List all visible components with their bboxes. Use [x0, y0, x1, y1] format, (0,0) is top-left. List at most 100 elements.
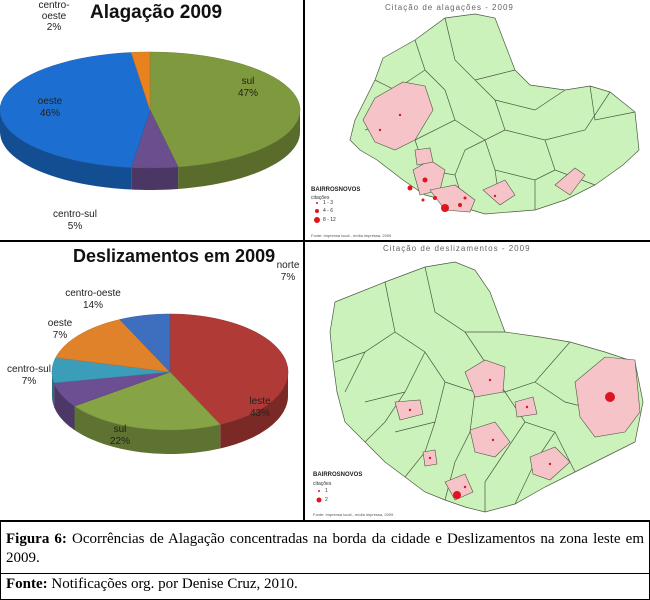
legend-symbol-medium [315, 209, 319, 213]
deslizamentos-slice-side-leste [220, 372, 288, 449]
highlight-east [482, 179, 516, 206]
marker [488, 378, 492, 382]
alagacao-slice-centro-oeste [130, 51, 151, 111]
marker [493, 194, 497, 198]
marker [491, 438, 495, 442]
label-oeste-2-name: oeste [47, 318, 73, 329]
marker [398, 113, 402, 117]
legend-item-2: 4 - 6 [323, 208, 334, 214]
label-norte-name: norte [276, 260, 300, 271]
marker [421, 198, 425, 202]
map-source-deslizamentos: Fonte: Imprensa local - mídia impressa, … [313, 512, 394, 517]
divider-caption [0, 520, 650, 522]
legend-item-1: 1 [325, 488, 328, 494]
highlight-center-south [469, 421, 511, 458]
deslizamentos-slice-side-oeste [52, 372, 55, 407]
label-sul: sul 47% [228, 76, 268, 100]
legend-title-deslizamentos: BAIRROSNOVOS [313, 472, 363, 478]
legend-symbol-small [318, 490, 320, 492]
marker [441, 204, 449, 212]
map-title-alagacoes: Citação de alagações - 2009 [385, 3, 514, 12]
highlight-south [444, 473, 474, 501]
label-oeste: oeste 46% [30, 96, 70, 120]
marker [428, 456, 432, 460]
marker [458, 203, 462, 207]
source-text: Notificações org. por Denise Cruz, 2010. [47, 576, 298, 592]
alagacao-slice-sul [149, 51, 301, 168]
marker [548, 462, 552, 466]
source-label: Fonte: [6, 576, 48, 592]
marker [525, 405, 529, 409]
label-oeste-2-value: 7% [52, 330, 68, 341]
label-centro-sul-value: 5% [67, 221, 83, 232]
legend-item-1: 1 - 3 [323, 200, 334, 206]
legend-symbols [314, 202, 320, 223]
label-sul-2-value: 22% [109, 436, 130, 447]
figure-text: Ocorrências de Alagação concentradas na … [6, 531, 644, 566]
marker [378, 128, 382, 132]
pie-panel-deslizamentos: Deslizamentos em 2009 norte 7% centro-oe… [0, 242, 303, 520]
label-sul-value: 47% [237, 88, 258, 99]
legend-symbol-large [316, 497, 322, 503]
marker [422, 177, 428, 183]
label-centro-sul-2: centro-sul 7% [0, 364, 58, 388]
label-centro-sul-2-value: 7% [21, 376, 37, 387]
deslizamentos-slice-norte [119, 313, 171, 373]
label-leste: leste 43% [240, 396, 280, 420]
marker [407, 185, 413, 191]
highlight-west [362, 81, 434, 151]
label-centro-oeste: centro-oeste 2% [24, 0, 84, 34]
marker [408, 408, 412, 412]
map-deslizamentos [316, 261, 644, 513]
label-oeste-value: 46% [39, 108, 60, 119]
label-norte-value: 7% [280, 272, 296, 283]
legend-item-3: 8 - 12 [323, 217, 336, 223]
label-centro-oeste-2: centro-oeste 14% [58, 288, 128, 312]
label-sul-name: sul [241, 76, 255, 87]
label-leste-name: leste [249, 396, 271, 407]
label-centro-sul: centro-sul 5% [40, 209, 110, 233]
alagacao-slice-centro-sul [130, 109, 179, 169]
label-oeste-2: oeste 7% [40, 318, 80, 342]
map-panel-deslizamentos: Citação de deslizamentos - 2009 [305, 242, 650, 520]
marker [463, 196, 467, 200]
label-centro-oeste-value: 2% [46, 22, 62, 33]
deslizamentos-slice-side-sul [74, 406, 221, 454]
label-centro-oeste-2-value: 14% [82, 300, 103, 311]
figure-caption: Figura 6: Ocorrências de Alagação concen… [6, 530, 644, 568]
marker [605, 392, 615, 402]
marker [463, 485, 467, 489]
pie-panel-alagacao: Alagação 2009 centro-oeste 2% oeste 46% … [0, 0, 303, 240]
map-alagacoes [314, 13, 640, 223]
legend-sub-alagacoes: citações [311, 195, 330, 201]
deslizamentos-slice-leste [169, 313, 289, 425]
map-title-deslizamentos: Citação de deslizamentos - 2009 [383, 244, 531, 253]
figure-source: Fonte: Notificações org. por Denise Cruz… [6, 576, 298, 593]
legend-item-2: 2 [325, 497, 328, 503]
legend-sub-deslizamentos: citações [313, 481, 332, 487]
alagacao-slice-side-oeste [0, 110, 132, 190]
label-sul-2: sul 22% [100, 424, 140, 448]
label-centro-oeste-2-name: centro-oeste [65, 288, 121, 299]
map-source-alagacoes: Fonte: Imprensa local - mídia impressa, … [311, 233, 392, 238]
marker [453, 491, 461, 499]
pie-chart-alagacao [0, 51, 301, 190]
legend-symbols [316, 490, 322, 503]
map-panel-alagacoes: Citação de alagações - 2009 [305, 0, 650, 240]
map-highlight-areas [362, 81, 586, 213]
deslizamentos-slice-centro-oeste [55, 319, 171, 373]
label-leste-value: 43% [249, 408, 270, 419]
divider-vertical [303, 0, 305, 520]
alagacao-slice-oeste [0, 52, 151, 168]
pie-title-deslizamentos: Deslizamentos em 2009 [73, 246, 276, 266]
alagacao-slice-side-centro-sul [131, 167, 179, 190]
label-oeste-name: oeste [37, 96, 63, 107]
label-centro-sul-name: centro-sul [53, 209, 97, 220]
map-markers [408, 378, 615, 499]
highlight-far-east [554, 167, 586, 196]
label-centro-sul-2-name: centro-sul [7, 364, 51, 375]
legend-symbol-small [316, 202, 318, 204]
alagacao-slice-side-sul [178, 110, 300, 189]
pie-title-alagacao: Alagação 2009 [90, 2, 223, 23]
legend-title-alagacoes: BAIRROSNOVOS [311, 187, 361, 193]
